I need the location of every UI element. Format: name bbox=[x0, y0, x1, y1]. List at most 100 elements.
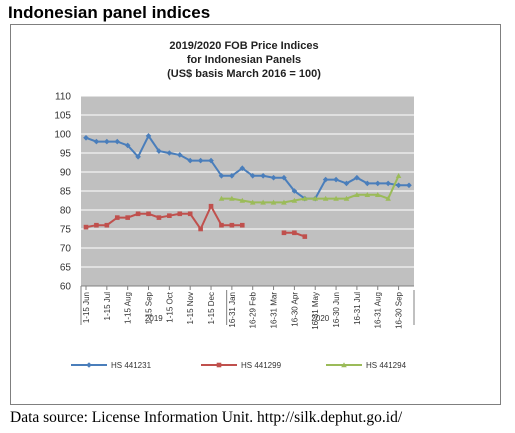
data-point bbox=[177, 211, 183, 217]
x-tick-label: 1-15 Aug bbox=[124, 292, 133, 324]
data-point bbox=[229, 195, 235, 201]
data-point bbox=[292, 230, 297, 236]
series-line bbox=[221, 175, 400, 204]
data-point bbox=[208, 203, 214, 209]
series-3 bbox=[218, 173, 402, 205]
data-point bbox=[114, 215, 120, 220]
legend-item-2: HS 441299 bbox=[201, 361, 282, 370]
data-point bbox=[146, 211, 151, 217]
data-point bbox=[198, 226, 203, 232]
data-point bbox=[385, 195, 391, 201]
legend-label: HS 441294 bbox=[366, 361, 407, 370]
y-tick-label: 80 bbox=[60, 206, 72, 217]
data-point bbox=[114, 138, 121, 145]
x-tick-label: 1-15 Jul bbox=[103, 292, 112, 321]
data-point bbox=[145, 133, 152, 139]
x-tick-label: 1-15 Oct bbox=[165, 291, 174, 322]
legend-item-3: HS 441294 bbox=[326, 361, 407, 370]
data-point bbox=[322, 176, 329, 183]
x-tick-label: 16-30 Sep bbox=[395, 291, 404, 328]
data-point bbox=[395, 173, 402, 178]
legend-label: HS 441231 bbox=[111, 361, 152, 370]
data-point bbox=[385, 180, 391, 187]
data-point bbox=[354, 174, 360, 181]
data-point bbox=[156, 215, 162, 220]
x-tick-label: 1-15 Sep bbox=[145, 291, 154, 324]
data-point bbox=[406, 182, 412, 189]
data-point bbox=[135, 211, 141, 217]
data-point bbox=[322, 195, 329, 201]
data-point bbox=[218, 195, 225, 201]
data-point bbox=[270, 199, 277, 205]
y-tick-label: 90 bbox=[60, 168, 72, 179]
y-axis: 60 65 70 75 80 85 90 95 100 105 110 bbox=[54, 92, 71, 293]
y-tick-label: 95 bbox=[60, 149, 72, 160]
data-point bbox=[83, 224, 89, 230]
data-point bbox=[312, 195, 319, 201]
data-point bbox=[167, 213, 172, 218]
data-point bbox=[208, 157, 214, 164]
y-tick-label: 60 bbox=[60, 282, 72, 293]
x-tick-label: 16-31 Aug bbox=[374, 292, 383, 328]
chart-subtitle-basis: (US$ basis March 2016 = 100) bbox=[167, 68, 321, 80]
legend-label: HS 441299 bbox=[241, 361, 282, 370]
data-point bbox=[249, 199, 256, 205]
data-point bbox=[125, 215, 130, 220]
data-point bbox=[302, 195, 308, 201]
data-point bbox=[281, 199, 287, 205]
y-tick-label: 75 bbox=[60, 225, 72, 236]
x-axis: 1-15 Jun 1-15 Jul 1-15 Aug 1-15 Sep 1-15 Oct… bbox=[80, 285, 415, 330]
data-point bbox=[239, 222, 245, 228]
data-point bbox=[343, 195, 350, 201]
x-tick-label: 16-31 Jan bbox=[228, 292, 237, 328]
legend: HS 441231 HS 441299 HS 441294 bbox=[71, 361, 407, 370]
data-point bbox=[395, 182, 402, 189]
data-point bbox=[374, 192, 381, 197]
y-tick-label: 105 bbox=[54, 111, 71, 122]
data-point bbox=[343, 180, 350, 187]
data-point bbox=[333, 176, 339, 183]
data-point bbox=[229, 173, 235, 179]
x-tick-label: 16-29 Feb bbox=[249, 291, 258, 328]
data-point bbox=[270, 174, 277, 181]
x-tick-label: 16-30 Jun bbox=[332, 292, 341, 328]
data-point bbox=[239, 197, 246, 203]
data-point bbox=[197, 157, 204, 164]
data-point bbox=[135, 154, 141, 160]
x-tick-label: 16-31 Mar bbox=[270, 292, 279, 329]
legend-item-1: HS 441231 bbox=[71, 361, 152, 370]
x-tick-label: 16-30 Apr bbox=[290, 292, 299, 327]
legend-marker bbox=[341, 362, 347, 368]
data-point bbox=[93, 138, 100, 145]
data-point bbox=[302, 234, 308, 239]
y-tick-label: 70 bbox=[60, 244, 72, 255]
data-point bbox=[104, 138, 110, 145]
data-point bbox=[364, 180, 371, 187]
data-point bbox=[364, 192, 371, 197]
data-point bbox=[166, 150, 173, 156]
gridlines bbox=[81, 95, 414, 287]
chart-frame: 2019/2020 FOB Price Indices for Indonesi… bbox=[10, 24, 501, 405]
data-point bbox=[229, 222, 235, 228]
data-point bbox=[291, 197, 298, 203]
data-point bbox=[333, 195, 339, 201]
data-point bbox=[260, 173, 266, 179]
data-point bbox=[187, 211, 193, 217]
year-label-2020: 2020 bbox=[311, 314, 329, 323]
y-tick-label: 100 bbox=[54, 130, 71, 141]
data-point bbox=[218, 173, 225, 179]
x-tick-label: 1-15 Nov bbox=[186, 292, 195, 324]
data-point bbox=[249, 173, 256, 179]
data-point bbox=[156, 148, 162, 154]
data-point bbox=[94, 222, 99, 228]
page-heading: Indonesian panel indices bbox=[8, 3, 211, 22]
source-note: Data source: License Information Unit. h… bbox=[10, 409, 403, 426]
data-point bbox=[281, 174, 287, 181]
legend-marker bbox=[216, 362, 222, 368]
x-tick-label: 1-15 Dec bbox=[207, 292, 216, 324]
data-point bbox=[104, 222, 110, 228]
data-point bbox=[374, 180, 381, 187]
x-tick-label: 1-15 Jun bbox=[82, 292, 91, 323]
data-point bbox=[291, 188, 298, 194]
y-tick-label: 110 bbox=[55, 92, 71, 103]
